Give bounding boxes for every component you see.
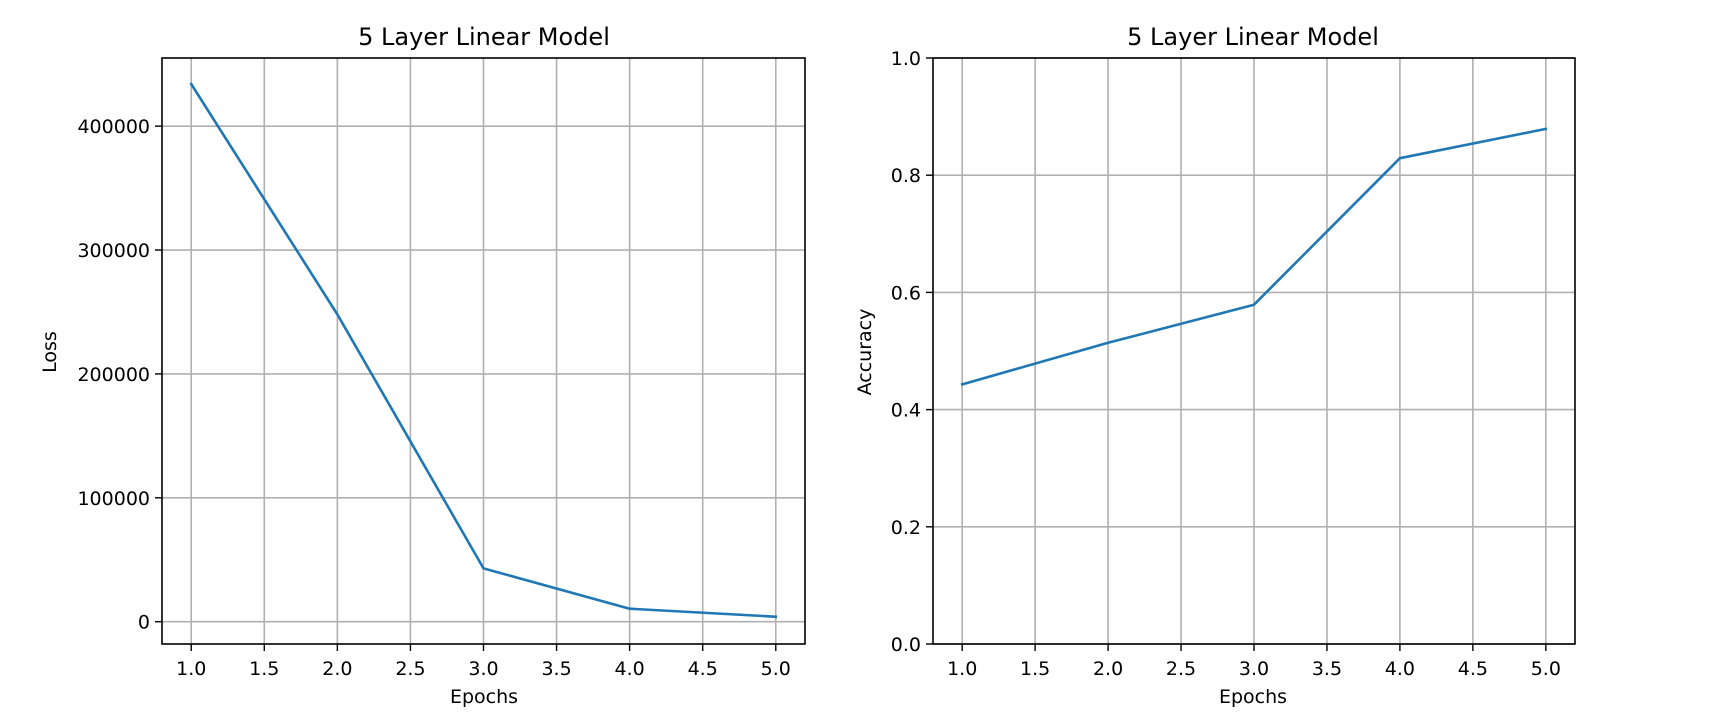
y-tick-label: 400000 <box>77 116 150 138</box>
x-tick-label: 2.5 <box>1166 658 1196 680</box>
y-tick-label: 1.0 <box>891 48 921 70</box>
plot-area: 1.0 1.5 2.0 2.5 3.0 3.5 4.0 4.5 5.0 0 100000 200000… <box>77 57 806 680</box>
x-axis-label: Epochs <box>1219 686 1287 708</box>
y-axis-label: Accuracy <box>854 309 876 396</box>
x-tick-label: 1.5 <box>1020 658 1050 680</box>
y-tick-label: 0 <box>138 612 150 634</box>
x-tick-label: 4.0 <box>615 658 645 680</box>
x-tick-label: 4.0 <box>1385 658 1415 680</box>
y-axis-label: Loss <box>39 331 61 373</box>
y-tick-label: 0.0 <box>891 634 921 656</box>
x-tick-label: 2.5 <box>395 658 425 680</box>
plot-area: 1.0 1.5 2.0 2.5 3.0 3.5 4.0 4.5 5.0 0.0 0.2 0.4 0.6 0… <box>891 48 1576 680</box>
chart-loss: 5 Layer Linear Model Epochs Loss 1.0 1.5 2… <box>39 23 806 708</box>
x-tick-label: 5.0 <box>1531 658 1561 680</box>
x-axis-label: Epochs <box>450 686 518 708</box>
y-tick-label: 200000 <box>77 364 150 386</box>
x-tick-label: 5.0 <box>761 658 791 680</box>
x-tick-label: 1.0 <box>947 658 977 680</box>
chart-accuracy: 5 Layer Linear Model Epochs Accuracy 1.0… <box>854 23 1576 708</box>
axes-frame <box>932 57 1576 645</box>
series-line <box>189 82 778 619</box>
x-tick-label: 4.5 <box>688 658 718 680</box>
y-tick-label: 0.4 <box>891 400 921 422</box>
x-tick-label: 3.0 <box>468 658 498 680</box>
x-tick-label: 2.0 <box>1093 658 1123 680</box>
series-line <box>960 127 1548 387</box>
x-tick-label: 1.0 <box>176 658 206 680</box>
chart-title: 5 Layer Linear Model <box>1127 23 1379 51</box>
y-tick-label: 300000 <box>77 240 150 262</box>
axes-frame <box>161 57 806 645</box>
y-tick-label: 0.2 <box>891 517 921 539</box>
x-tick-label: 3.0 <box>1239 658 1269 680</box>
y-tick-label: 100000 <box>77 488 150 510</box>
x-tick-label: 3.5 <box>1312 658 1342 680</box>
x-tick-label: 3.5 <box>541 658 571 680</box>
y-tick-label: 0.6 <box>891 282 921 304</box>
x-tick-label: 2.0 <box>322 658 352 680</box>
x-tick-label: 4.5 <box>1458 658 1488 680</box>
x-tick-label: 1.5 <box>249 658 279 680</box>
chart-title: 5 Layer Linear Model <box>358 23 610 51</box>
y-tick-label: 0.8 <box>891 165 921 187</box>
